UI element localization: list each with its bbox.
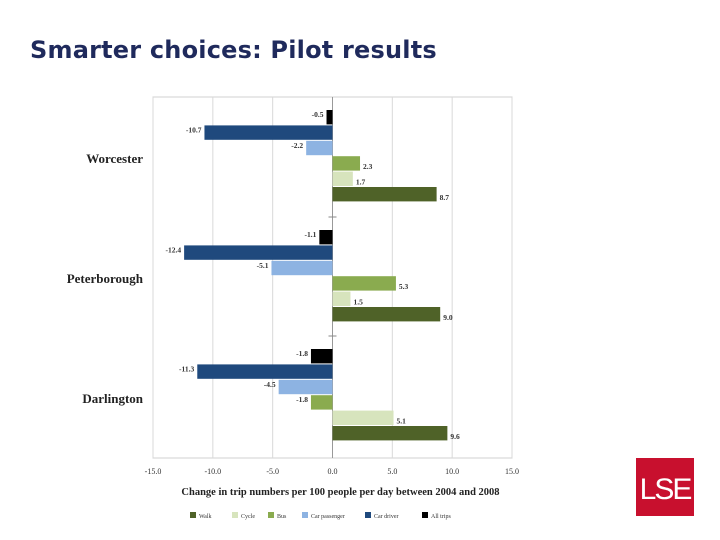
group-label: Peterborough <box>67 271 144 286</box>
data-label: -0.5 <box>312 110 324 119</box>
data-label: -1.8 <box>296 349 308 358</box>
bar-car-driver <box>197 364 333 379</box>
bar-cycle <box>332 291 351 306</box>
data-label: -10.7 <box>186 125 202 134</box>
legend-label: Bus <box>277 514 287 520</box>
data-label: -1.8 <box>296 395 308 404</box>
data-label: -4.5 <box>264 380 276 389</box>
legend-swatch <box>422 512 428 518</box>
x-tick-label: -10.0 <box>204 467 221 476</box>
x-tick-label: -15.0 <box>145 467 162 476</box>
legend-label: All trips <box>431 514 451 520</box>
data-label: 1.5 <box>353 298 363 307</box>
bar-car-driver <box>204 125 333 140</box>
bar-walk <box>332 187 437 202</box>
bar-cycle <box>332 171 353 186</box>
legend-swatch <box>268 512 274 518</box>
bar-car-passenger <box>278 379 333 395</box>
lse-logo-text: LSE <box>640 473 692 506</box>
bar-walk <box>332 426 448 441</box>
data-label: -11.3 <box>179 364 194 373</box>
bar-bus <box>332 276 396 291</box>
bar-cycle <box>332 410 394 425</box>
data-label: -2.2 <box>291 141 303 150</box>
group-label: Darlington <box>82 391 143 406</box>
slide-title: Smarter choices: Pilot results <box>30 36 437 64</box>
lse-logo-mark: LSE <box>640 473 694 506</box>
legend-label: Cycle <box>241 514 255 520</box>
legend-label: Walk <box>199 514 212 520</box>
x-tick-label: -5.0 <box>266 467 279 476</box>
x-tick-label: 15.0 <box>505 467 519 476</box>
bar-car-driver <box>184 245 333 260</box>
data-label: 8.7 <box>440 193 450 202</box>
data-label: -12.4 <box>165 245 181 254</box>
legend-swatch <box>232 512 238 518</box>
bar-bus <box>310 395 333 410</box>
data-label: 9.6 <box>450 432 460 441</box>
legend-swatch <box>190 512 196 518</box>
bar-all-trips <box>319 230 333 245</box>
bar-all-trips <box>310 349 333 364</box>
legend-swatch <box>302 512 308 518</box>
data-label: -1.1 <box>304 230 316 239</box>
legend-label: Car passenger <box>311 514 345 520</box>
x-axis-label: Change in trip numbers per 100 people pe… <box>181 487 499 498</box>
data-label: 9.0 <box>443 313 453 322</box>
x-tick-label: 10.0 <box>445 467 459 476</box>
bar-walk <box>332 307 441 322</box>
x-tick-label: 5.0 <box>387 467 397 476</box>
data-label: 2.3 <box>363 162 373 171</box>
bar-car-passenger <box>306 140 333 156</box>
data-label: 5.3 <box>399 282 409 291</box>
group-label: Worcester <box>86 151 143 166</box>
bar-all-trips <box>326 110 333 125</box>
data-label: -5.1 <box>257 261 269 270</box>
legend-label: Car driver <box>374 514 399 520</box>
x-tick-label: 0.0 <box>328 467 338 476</box>
bar-car-passenger <box>271 260 333 276</box>
legend-swatch <box>365 512 371 518</box>
data-label: 1.7 <box>356 178 366 187</box>
bar-bus <box>332 156 361 171</box>
lse-logo: LSE <box>636 458 694 516</box>
data-label: 5.1 <box>397 417 407 426</box>
